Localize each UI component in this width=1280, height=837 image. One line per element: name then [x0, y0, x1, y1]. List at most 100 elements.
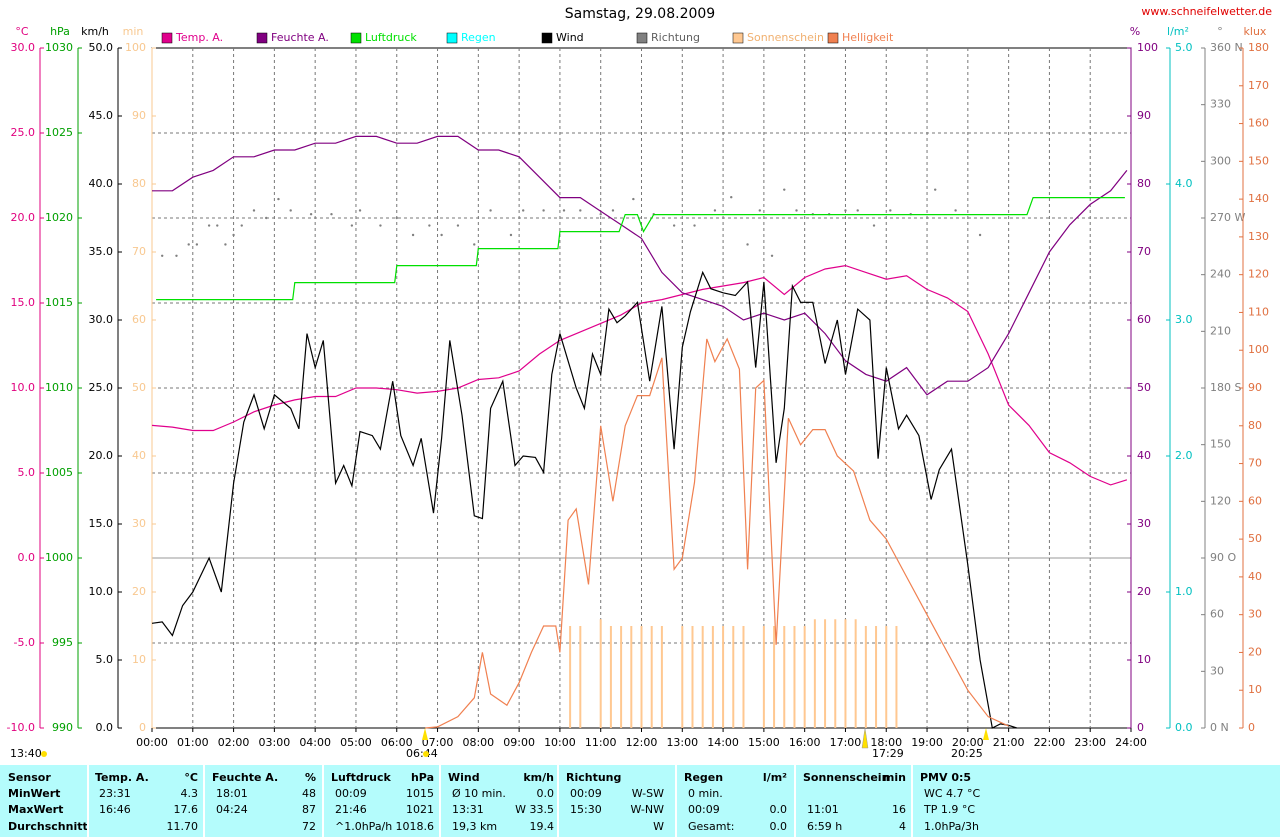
direction-dot: [730, 196, 733, 199]
annotation: 13:40: [10, 747, 42, 760]
x-tick-label: 16:00: [789, 736, 821, 749]
y-tick-label: 180: [1248, 41, 1269, 54]
y-tick-label: 25.0: [11, 126, 36, 139]
y-tick-label: 30: [1137, 517, 1151, 530]
y-tick-label: 30: [132, 517, 146, 530]
cell-left: 00:09: [570, 787, 602, 800]
y-tick-label: 60: [1210, 608, 1224, 621]
cell-left: Ø 10 min.: [452, 787, 506, 800]
y-tick-label: 10.0: [11, 381, 36, 394]
legend-swatch: [350, 32, 362, 44]
legend-swatch: [256, 32, 268, 44]
legend-label: Feuchte A.: [271, 31, 329, 44]
y-tick-label: 10.0: [89, 585, 114, 598]
direction-dot: [611, 209, 615, 212]
y-tick-label: 35.0: [89, 245, 114, 258]
y-tick-label: 995: [52, 636, 73, 649]
column-unit: min: [883, 771, 906, 784]
y-tick-label: 45.0: [89, 109, 114, 122]
y-tick-label: 15.0: [11, 296, 36, 309]
y-tick-label: 2.0: [1175, 449, 1193, 462]
cell-right: 72: [302, 820, 316, 833]
y-tick-label: 70: [1137, 245, 1151, 258]
y-tick-label: 140: [1248, 192, 1269, 205]
legend-label: Sonnenschein: [747, 31, 824, 44]
y-tick-label: 5.0: [1175, 41, 1193, 54]
direction-dot: [889, 209, 892, 212]
y-tick-label: 70: [1248, 457, 1262, 470]
y-tick-label: 360 N: [1210, 41, 1243, 54]
y-tick-label: 80: [132, 177, 146, 190]
row-label: MinWert: [8, 787, 60, 800]
column-unit: hPa: [411, 771, 434, 784]
y-tick-label: 1010: [45, 381, 73, 394]
x-tick-label: 10:00: [544, 736, 576, 749]
direction-dot: [672, 224, 676, 227]
axis-unit: km/h: [81, 25, 109, 38]
cell-right: 17.6: [174, 803, 199, 816]
direction-dot: [195, 243, 199, 246]
axis-unit: °: [1217, 25, 1223, 38]
cell-left: Gesamt:: [688, 820, 735, 833]
y-tick-label: 20.0: [11, 211, 36, 224]
direction-dot: [954, 209, 957, 212]
series-line: [425, 337, 1009, 729]
direction-dot: [599, 213, 602, 216]
x-tick-label: 12:00: [626, 736, 658, 749]
column-unit: km/h: [523, 771, 554, 784]
y-tick-label: 0 N: [1210, 721, 1229, 734]
y-tick-label: 30: [1210, 664, 1224, 677]
column-header: Richtung: [566, 771, 621, 784]
column-unit: l/m²: [763, 771, 787, 784]
header-label: Sensor: [8, 771, 51, 784]
y-tick-label: 90 O: [1210, 551, 1236, 564]
direction-dot: [252, 209, 256, 212]
x-tick-label: 01:00: [177, 736, 209, 749]
direction-dot: [856, 209, 859, 212]
cell-left: 23:31: [99, 787, 131, 800]
cell-right: W: [653, 820, 664, 833]
cell-left: ^1.0hPa/h: [335, 820, 392, 833]
column-unit: %: [305, 771, 316, 784]
direction-dot: [978, 233, 982, 237]
y-tick-label: 3.0: [1175, 313, 1193, 326]
y-tick-label: 300: [1210, 154, 1231, 167]
y-tick-label: 90: [132, 109, 146, 122]
axis-unit: hPa: [50, 25, 70, 38]
legend-swatch: [446, 32, 458, 44]
y-tick-label: 50: [1137, 381, 1151, 394]
y-tick-label: 10: [1137, 653, 1151, 666]
stats-table: [0, 765, 1280, 837]
x-tick-label: 20:00: [952, 736, 984, 749]
y-tick-label: 0.0: [96, 721, 114, 734]
y-tick-label: 180 S: [1210, 381, 1241, 394]
cell-left: 04:24: [216, 803, 248, 816]
cell-left: 19,3 km: [452, 820, 497, 833]
row-label: MaxWert: [8, 803, 63, 816]
direction-dot: [395, 216, 398, 220]
annotation: 06:44: [406, 747, 438, 760]
legend-swatch: [541, 32, 553, 44]
y-tick-label: 60: [132, 313, 146, 326]
cell-right: 11.70: [167, 820, 199, 833]
direction-dot: [216, 224, 219, 227]
y-tick-label: 1.0: [1175, 585, 1193, 598]
cell-right: 4.3: [181, 787, 199, 800]
y-tick-label: 40: [132, 449, 146, 462]
y-tick-label: 50: [132, 381, 146, 394]
direction-dot: [579, 209, 582, 212]
y-tick-label: 20: [132, 585, 146, 598]
sun-icon: [41, 751, 47, 757]
y-tick-label: 1020: [45, 211, 73, 224]
x-tick-label: 08:00: [462, 736, 494, 749]
legend-label: Luftdruck: [365, 31, 417, 44]
direction-dot: [240, 224, 243, 227]
x-tick-label: 24:00: [1115, 736, 1147, 749]
direction-dot: [522, 209, 525, 212]
legend-swatch: [636, 32, 648, 44]
y-tick-label: 0.0: [18, 551, 36, 564]
cell-left: 13:31: [452, 803, 484, 816]
cell-right: 0.0: [537, 787, 555, 800]
x-tick-label: 22:00: [1034, 736, 1066, 749]
direction-dot: [207, 224, 211, 227]
